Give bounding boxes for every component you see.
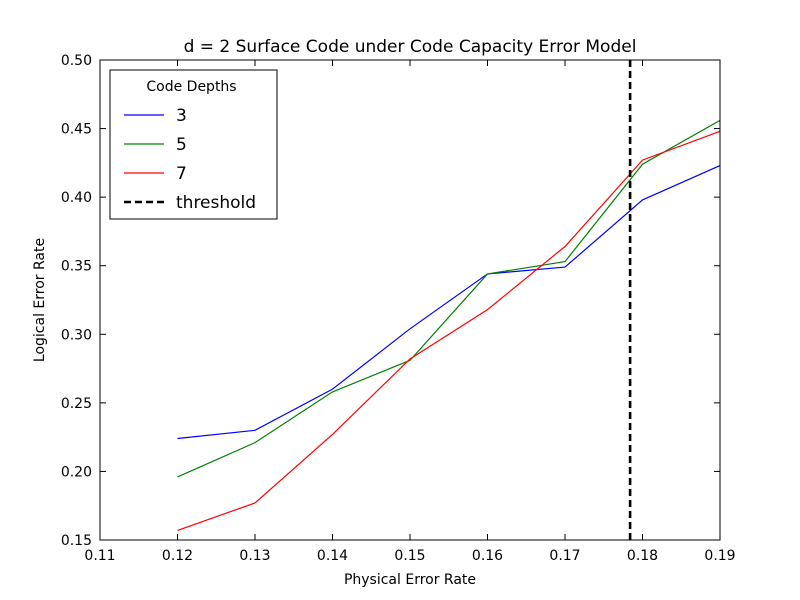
x-tick-label: 0.18: [627, 548, 658, 564]
y-tick-label: 0.45: [61, 122, 92, 138]
y-tick-label: 0.25: [61, 396, 92, 412]
x-tick-label: 0.16: [472, 548, 503, 564]
chart-title: d = 2 Surface Code under Code Capacity E…: [184, 37, 637, 57]
legend-entry-label: 7: [176, 164, 187, 184]
plot-lines: [177, 60, 721, 540]
x-tick-label: 0.12: [162, 548, 193, 564]
x-tick-label: 0.14: [317, 548, 348, 564]
x-axis-label: Physical Error Rate: [344, 572, 476, 588]
x-tick-label: 0.17: [549, 548, 580, 564]
y-axis-label: Logical Error Rate: [32, 238, 48, 362]
y-tick-label: 0.50: [61, 53, 92, 69]
y-tick-label: 0.20: [61, 464, 92, 480]
y-tick-label: 0.30: [61, 327, 92, 343]
x-tick-label: 0.13: [239, 548, 270, 564]
x-tick-label: 0.15: [394, 548, 425, 564]
y-tick-label: 0.40: [61, 190, 92, 206]
y-tick-label: 0.35: [61, 259, 92, 275]
x-tick-label: 0.11: [84, 548, 115, 564]
legend-title: Code Depths: [146, 79, 236, 95]
series-line-5: [177, 119, 721, 478]
series-line-3: [177, 165, 721, 440]
legend-entry-label: 5: [176, 135, 187, 155]
y-tick-label: 0.15: [61, 533, 92, 549]
legend-entry-label: 3: [176, 106, 187, 126]
x-tick-label: 0.19: [704, 548, 735, 564]
ticks: 0.11 0.12 0.13 0.14 0.15 0.16 0.17 0.18 0.19 0.15…: [61, 53, 736, 564]
legend-entry-label: threshold: [176, 193, 256, 213]
legend: Code Depths 3 5 7 threshold: [109, 69, 278, 220]
